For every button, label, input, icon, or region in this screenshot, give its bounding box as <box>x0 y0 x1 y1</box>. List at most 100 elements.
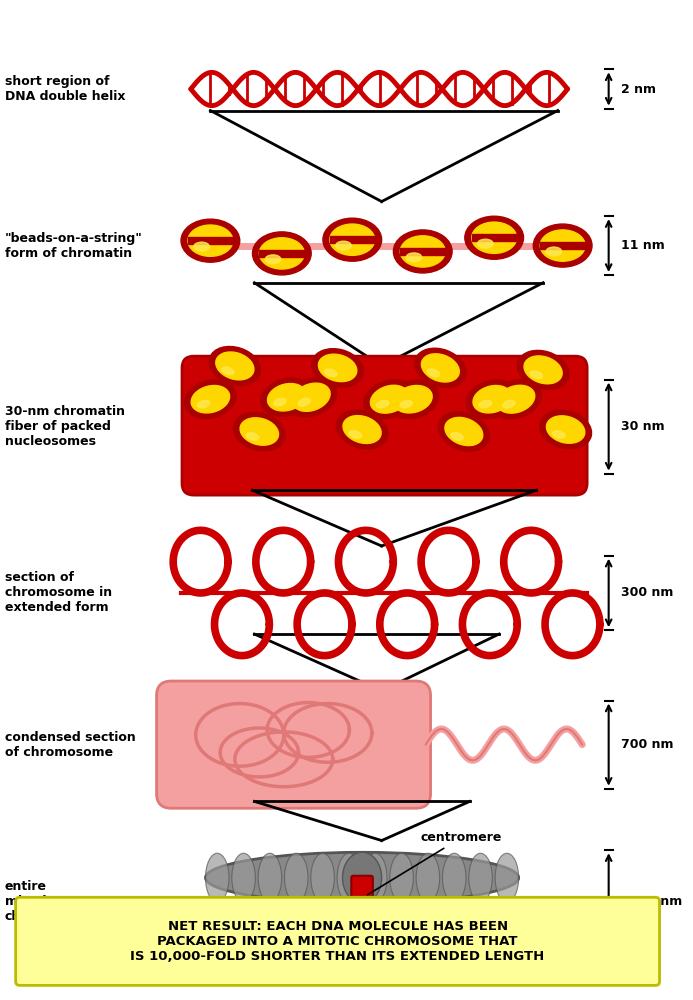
Ellipse shape <box>337 900 360 949</box>
Text: 2 nm: 2 nm <box>622 83 656 96</box>
FancyBboxPatch shape <box>351 876 373 927</box>
Ellipse shape <box>335 241 351 250</box>
Ellipse shape <box>216 352 254 380</box>
Ellipse shape <box>502 400 515 408</box>
Ellipse shape <box>451 433 463 440</box>
Ellipse shape <box>469 853 492 902</box>
Ellipse shape <box>477 239 493 248</box>
Ellipse shape <box>534 224 592 267</box>
Ellipse shape <box>343 416 381 443</box>
Ellipse shape <box>285 853 308 902</box>
Ellipse shape <box>445 417 483 446</box>
Ellipse shape <box>406 253 422 262</box>
Ellipse shape <box>376 400 389 408</box>
Text: section of
chromosome in
extended form: section of chromosome in extended form <box>5 571 112 614</box>
Ellipse shape <box>184 380 236 418</box>
Ellipse shape <box>466 380 518 418</box>
Ellipse shape <box>318 354 357 382</box>
Ellipse shape <box>206 852 518 903</box>
Text: 30-nm chromatin
fiber of packed
nucleosomes: 30-nm chromatin fiber of packed nucleoso… <box>5 405 125 448</box>
Ellipse shape <box>428 369 439 377</box>
Text: entire
mitotic
chromosome: entire mitotic chromosome <box>5 880 95 923</box>
FancyArrow shape <box>259 250 304 257</box>
Ellipse shape <box>416 853 439 902</box>
Ellipse shape <box>232 853 255 902</box>
Ellipse shape <box>323 218 382 261</box>
FancyArrow shape <box>540 242 585 249</box>
Ellipse shape <box>188 225 233 256</box>
Ellipse shape <box>312 349 364 387</box>
Text: 30 nm: 30 nm <box>622 420 665 433</box>
Ellipse shape <box>311 900 334 949</box>
Ellipse shape <box>443 900 466 949</box>
Text: centromere: centromere <box>367 831 502 895</box>
Ellipse shape <box>198 400 210 408</box>
Ellipse shape <box>495 900 518 949</box>
Ellipse shape <box>285 900 308 949</box>
Ellipse shape <box>495 853 518 902</box>
Ellipse shape <box>258 853 281 902</box>
Ellipse shape <box>472 222 517 253</box>
Text: NET RESULT: EACH DNA MOLECULE HAS BEEN
PACKAGED INTO A MITOTIC CHROMOSOME THAT
I: NET RESULT: EACH DNA MOLECULE HAS BEEN P… <box>130 920 545 963</box>
Ellipse shape <box>336 410 388 449</box>
Ellipse shape <box>465 216 523 259</box>
Ellipse shape <box>394 385 432 413</box>
FancyBboxPatch shape <box>182 356 587 495</box>
Ellipse shape <box>191 385 229 413</box>
Text: short region of
DNA double helix: short region of DNA double helix <box>5 75 125 103</box>
Ellipse shape <box>421 354 459 382</box>
Ellipse shape <box>222 367 234 375</box>
Ellipse shape <box>524 356 562 384</box>
Ellipse shape <box>552 431 565 438</box>
Ellipse shape <box>400 400 412 408</box>
FancyArrow shape <box>330 236 375 243</box>
Ellipse shape <box>234 412 286 451</box>
Ellipse shape <box>540 410 592 449</box>
Ellipse shape <box>349 431 361 438</box>
Ellipse shape <box>390 853 413 902</box>
FancyBboxPatch shape <box>16 897 660 985</box>
Ellipse shape <box>546 416 585 443</box>
Ellipse shape <box>497 385 535 413</box>
Ellipse shape <box>232 900 255 949</box>
Ellipse shape <box>252 232 311 275</box>
FancyArrow shape <box>401 248 445 255</box>
Ellipse shape <box>292 383 330 411</box>
Ellipse shape <box>540 230 585 261</box>
Ellipse shape <box>267 384 306 411</box>
Ellipse shape <box>530 371 543 379</box>
FancyArrow shape <box>188 237 233 244</box>
Ellipse shape <box>246 433 258 440</box>
Ellipse shape <box>438 412 489 451</box>
Ellipse shape <box>473 385 511 413</box>
FancyBboxPatch shape <box>157 681 430 808</box>
Ellipse shape <box>206 899 518 950</box>
FancyArrow shape <box>472 234 517 241</box>
Ellipse shape <box>194 242 209 251</box>
Ellipse shape <box>394 230 452 273</box>
Text: 11 nm: 11 nm <box>622 239 665 252</box>
Ellipse shape <box>298 398 310 406</box>
Ellipse shape <box>416 900 439 949</box>
Ellipse shape <box>546 247 562 256</box>
Ellipse shape <box>364 853 387 902</box>
Ellipse shape <box>490 380 541 419</box>
Ellipse shape <box>342 899 382 950</box>
Ellipse shape <box>261 378 313 416</box>
Ellipse shape <box>240 418 279 445</box>
Text: 700 nm: 700 nm <box>622 738 674 751</box>
Ellipse shape <box>518 350 569 389</box>
Ellipse shape <box>265 255 281 264</box>
Ellipse shape <box>324 369 337 376</box>
Ellipse shape <box>342 852 382 903</box>
Ellipse shape <box>371 385 408 413</box>
Ellipse shape <box>443 853 466 902</box>
Ellipse shape <box>259 238 304 269</box>
Text: 300 nm: 300 nm <box>622 586 674 599</box>
Text: "beads-on-a-string"
form of chromatin: "beads-on-a-string" form of chromatin <box>5 232 143 260</box>
Text: 1400 nm: 1400 nm <box>622 895 683 908</box>
Ellipse shape <box>364 900 387 949</box>
Ellipse shape <box>337 853 360 902</box>
Ellipse shape <box>401 236 445 267</box>
Ellipse shape <box>414 348 466 388</box>
